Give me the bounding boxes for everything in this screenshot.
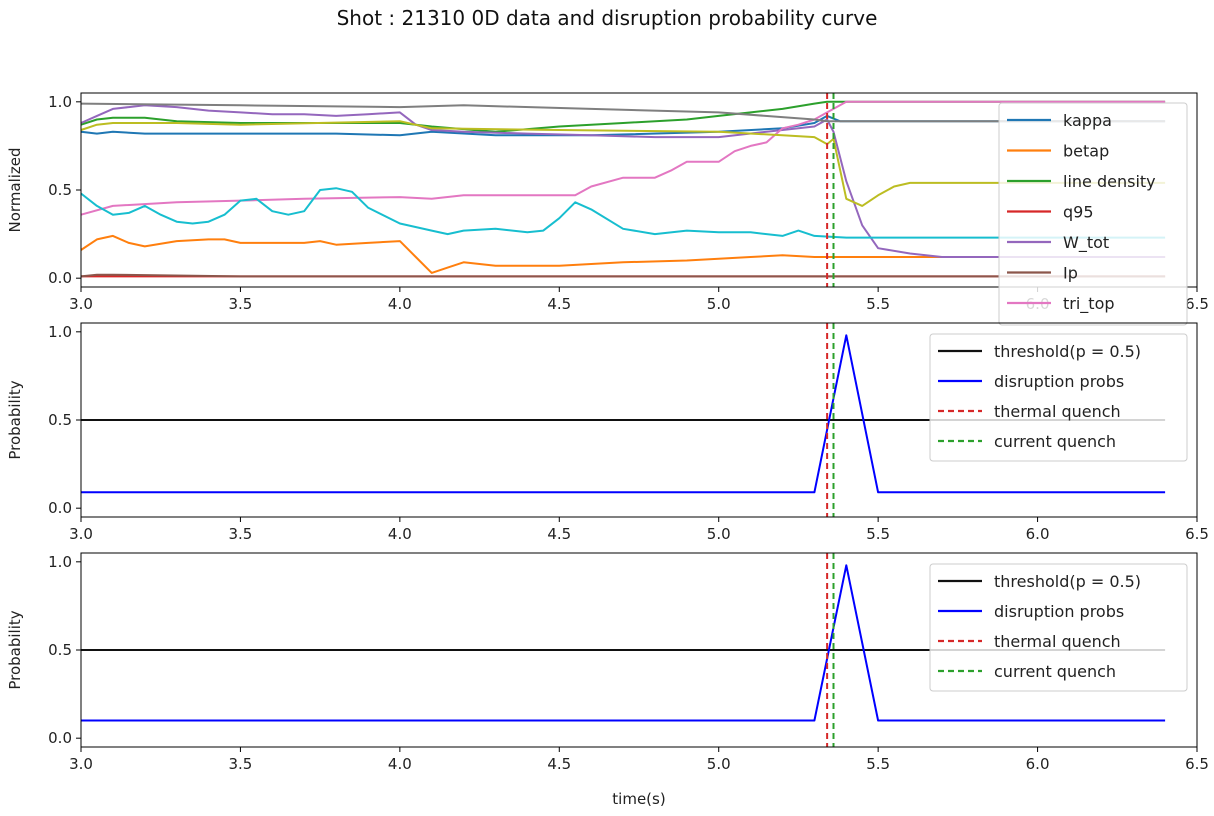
middle-legend-label: current quench [994,432,1116,451]
bottom-y-tick-label: 1.0 [48,553,72,571]
top-series-line-ip [80,273,1166,278]
top-legend-label: kappa [1063,111,1112,130]
bottom-y-tick-label: 0.0 [48,729,72,747]
middle-y-tick-label: 0.0 [48,499,72,517]
middle-y-tick-label: 0.5 [48,411,72,429]
top-legend-label: q95 [1063,203,1094,222]
top-legend-box [998,102,1188,326]
top-series-line-unlabeled-8 [80,120,1166,207]
middle-x-tick-label: 4.0 [388,525,412,543]
top-x-tick-label: 5.0 [707,295,731,313]
bottom-x-tick-label: 4.5 [547,755,571,773]
middle-x-tick-label: 4.5 [547,525,571,543]
bottom-x-tick-label: 3.0 [69,755,93,773]
bottom-series-line-disruption-probs [81,564,1166,722]
top-x-tick-label: 6.5 [1185,295,1209,313]
bottom-x-tick-label: 6.0 [1026,755,1050,773]
bottom-x-axis-label: time(s) [612,790,665,808]
top-legend-label: betap [1063,142,1109,161]
top-legend-label: Ip [1063,264,1078,283]
top-series-line-unlabeled-9 [80,187,1166,239]
top-y-tick-label: 0.5 [48,181,72,199]
middle-legend-label: thermal quench [994,402,1121,421]
bottom-legend-label: disruption probs [994,602,1124,621]
top-series-line-betap [80,234,1166,274]
middle-x-tick-label: 3.5 [228,525,252,543]
top-series-line-unlabeled-7 [80,102,1166,123]
top-x-tick-label: 4.0 [388,295,412,313]
middle-y-axis-label: Probability [6,380,24,459]
figure-title: Shot : 21310 0D data and disruption prob… [336,6,878,30]
middle-x-tick-label: 5.0 [707,525,731,543]
middle-y-tick-label: 1.0 [48,323,72,341]
bottom-legend-box [929,563,1188,692]
top-series-line-line-density [80,100,1166,133]
middle-x-tick-label: 3.0 [69,525,93,543]
top-y-axis-label: Normalized [6,147,24,232]
top-y-tick-label: 1.0 [48,93,72,111]
bottom-x-tick-label: 5.5 [866,755,890,773]
bottom-x-tick-label: 6.5 [1185,755,1209,773]
middle-x-tick-label: 6.5 [1185,525,1209,543]
bottom-y-tick-label: 0.5 [48,641,72,659]
top-series-line-w-tot [80,104,1166,258]
bottom-legend-label: threshold(p = 0.5) [994,572,1141,591]
top-x-tick-label: 4.5 [547,295,571,313]
middle-x-tick-label: 6.0 [1026,525,1050,543]
top-legend-label: W_tot [1063,233,1109,253]
middle-x-tick-label: 5.5 [866,525,890,543]
top-legend-label: line density [1063,172,1156,191]
top-x-tick-label: 5.5 [866,295,890,313]
middle-legend-label: disruption probs [994,372,1124,391]
bottom-x-tick-label: 4.0 [388,755,412,773]
top-series-line-tri-top [80,100,1166,216]
top-x-tick-label: 3.5 [228,295,252,313]
top-x-tick-label: 3.0 [69,295,93,313]
middle-legend-box [929,333,1188,462]
middle-legend-label: threshold(p = 0.5) [994,342,1141,361]
bottom-legend-label: current quench [994,662,1116,681]
bottom-legend-label: thermal quench [994,632,1121,651]
middle-series-line-disruption-probs [81,334,1166,494]
bottom-y-axis-label: Probability [6,610,24,689]
top-legend-label: tri_top [1063,294,1115,314]
top-y-tick-label: 0.0 [48,269,72,287]
bottom-x-tick-label: 5.0 [707,755,731,773]
bottom-x-tick-label: 3.5 [228,755,252,773]
